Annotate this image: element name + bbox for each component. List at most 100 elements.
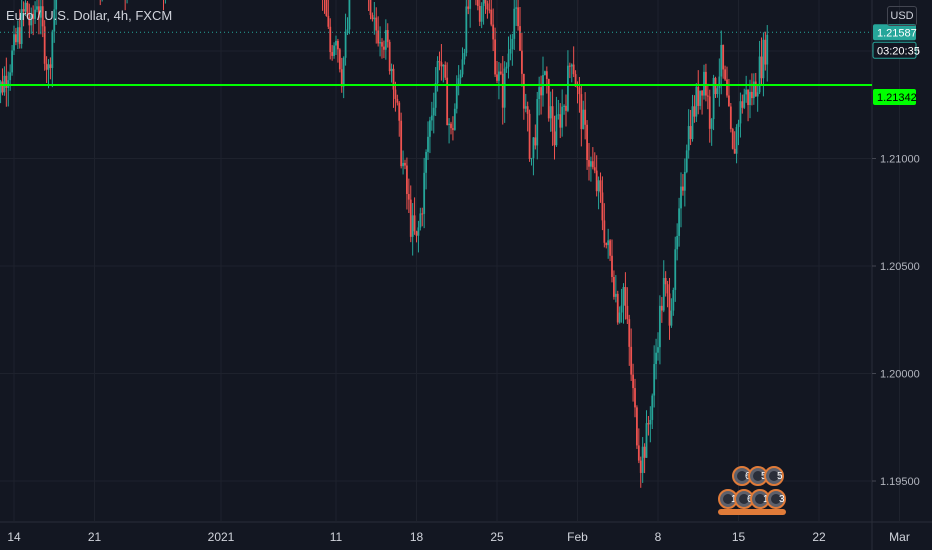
candle[interactable] — [764, 31, 767, 71]
candle[interactable] — [532, 136, 535, 176]
candle[interactable] — [649, 406, 652, 443]
candle[interactable] — [563, 104, 565, 115]
candle[interactable] — [163, 0, 165, 11]
candle[interactable] — [680, 172, 682, 228]
candle[interactable] — [624, 272, 627, 320]
candle[interactable] — [551, 89, 554, 146]
candle[interactable] — [379, 26, 381, 57]
candle[interactable] — [666, 280, 669, 308]
candle[interactable] — [540, 75, 542, 115]
candle[interactable] — [406, 157, 408, 210]
candle[interactable] — [465, 0, 468, 57]
candle[interactable] — [567, 50, 569, 113]
candle[interactable] — [614, 275, 617, 303]
candle[interactable] — [126, 0, 128, 4]
candle[interactable] — [55, 0, 58, 25]
candle[interactable] — [484, 0, 487, 14]
candle[interactable] — [653, 345, 656, 408]
candle[interactable] — [444, 61, 447, 81]
candle[interactable] — [417, 220, 420, 253]
candle[interactable] — [685, 144, 688, 174]
candle[interactable] — [509, 34, 512, 61]
candle[interactable] — [348, 0, 351, 35]
candle[interactable] — [743, 88, 746, 110]
candle[interactable] — [557, 99, 560, 120]
candle[interactable] — [461, 47, 464, 78]
candle[interactable] — [124, 0, 126, 11]
candle[interactable] — [331, 45, 334, 61]
candle[interactable] — [701, 89, 703, 115]
candle[interactable] — [678, 197, 680, 247]
candle[interactable] — [327, 0, 330, 29]
candle[interactable] — [30, 7, 33, 34]
candle[interactable] — [706, 83, 709, 110]
candle[interactable] — [693, 95, 696, 123]
candle[interactable] — [683, 158, 686, 207]
candle[interactable] — [492, 8, 495, 52]
event-badge[interactable]: 5 — [764, 466, 784, 486]
candle[interactable] — [752, 73, 755, 105]
candle[interactable] — [580, 84, 583, 147]
candle[interactable] — [511, 33, 514, 66]
candle[interactable] — [436, 56, 439, 92]
candle[interactable] — [407, 178, 410, 214]
candle[interactable] — [695, 83, 698, 123]
candle[interactable] — [478, 0, 481, 27]
candle[interactable] — [392, 64, 395, 108]
candle[interactable] — [674, 236, 677, 302]
candle[interactable] — [578, 77, 581, 113]
candle[interactable] — [664, 271, 667, 297]
candle[interactable] — [613, 270, 615, 300]
candle[interactable] — [687, 109, 690, 159]
candle[interactable] — [766, 25, 769, 82]
candle[interactable] — [643, 443, 646, 474]
candle[interactable] — [404, 159, 406, 170]
candle[interactable] — [467, 0, 470, 15]
candle[interactable] — [714, 76, 717, 98]
candle[interactable] — [453, 103, 456, 131]
candle[interactable] — [16, 20, 19, 49]
candle[interactable] — [18, 9, 21, 49]
candle[interactable] — [729, 103, 732, 133]
candle[interactable] — [751, 73, 753, 106]
candle[interactable] — [628, 314, 631, 366]
candle[interactable] — [496, 61, 498, 84]
candle[interactable] — [710, 117, 713, 146]
candle[interactable] — [724, 65, 726, 81]
candle[interactable] — [101, 0, 103, 2]
candle[interactable] — [519, 6, 521, 51]
candle[interactable] — [430, 101, 433, 131]
candle[interactable] — [726, 66, 728, 98]
candle[interactable] — [53, 0, 56, 43]
candle[interactable] — [593, 152, 596, 174]
candle[interactable] — [398, 101, 401, 137]
candle[interactable] — [559, 103, 562, 139]
candle[interactable] — [388, 39, 391, 75]
candle[interactable] — [515, 0, 518, 26]
candle[interactable] — [432, 92, 435, 134]
candle[interactable] — [164, 0, 167, 4]
candle[interactable] — [676, 223, 679, 261]
candle[interactable] — [651, 393, 654, 429]
candle[interactable] — [513, 0, 516, 50]
candle[interactable] — [722, 44, 725, 79]
candle[interactable] — [672, 287, 675, 316]
candle[interactable] — [427, 121, 429, 161]
candle[interactable] — [705, 63, 707, 102]
time-axis[interactable]: 14 21 2021 11 18 25 Feb 8 15 22 Mar — [7, 530, 910, 544]
candle[interactable] — [712, 74, 715, 131]
candle[interactable] — [455, 75, 458, 114]
candle[interactable] — [440, 44, 443, 81]
candle[interactable] — [501, 55, 504, 125]
candle[interactable] — [603, 203, 606, 248]
candle[interactable] — [609, 239, 611, 262]
candle[interactable] — [51, 29, 54, 88]
candle[interactable] — [450, 121, 452, 135]
candle[interactable] — [708, 89, 711, 143]
candle[interactable] — [544, 70, 546, 76]
candle[interactable] — [526, 101, 529, 132]
candle[interactable] — [32, 5, 35, 36]
candle[interactable] — [423, 157, 426, 229]
candle[interactable] — [346, 17, 349, 35]
candle[interactable] — [568, 62, 571, 79]
